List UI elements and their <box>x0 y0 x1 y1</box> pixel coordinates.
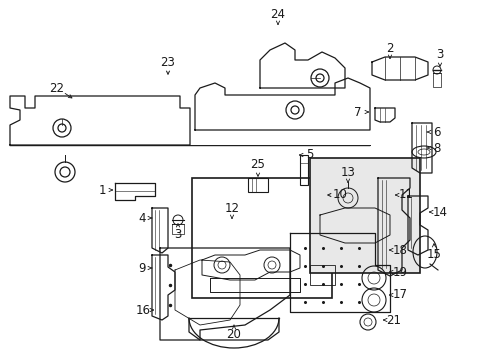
Text: 19: 19 <box>392 266 407 279</box>
Text: 6: 6 <box>432 126 440 139</box>
Bar <box>309 158 419 273</box>
Text: 8: 8 <box>432 141 440 154</box>
Text: 3: 3 <box>435 49 443 62</box>
Text: 24: 24 <box>270 8 285 21</box>
Text: 16: 16 <box>135 303 150 316</box>
Bar <box>247 178 267 192</box>
Text: 9: 9 <box>138 261 145 274</box>
Text: 21: 21 <box>386 314 401 327</box>
Text: 11: 11 <box>398 189 413 202</box>
Bar <box>299 155 307 185</box>
Text: 7: 7 <box>353 105 361 118</box>
Text: 20: 20 <box>226 328 241 342</box>
Text: 22: 22 <box>49 81 64 94</box>
Text: 25: 25 <box>250 158 265 171</box>
Text: 23: 23 <box>160 55 175 68</box>
Text: 17: 17 <box>392 288 407 302</box>
Text: 12: 12 <box>224 202 239 215</box>
Text: 2: 2 <box>386 41 393 54</box>
Bar <box>309 265 334 285</box>
Text: 14: 14 <box>431 206 447 219</box>
Text: 13: 13 <box>340 166 355 179</box>
Text: 18: 18 <box>392 243 407 256</box>
Text: 15: 15 <box>426 248 441 261</box>
Text: 1: 1 <box>98 184 105 197</box>
Text: 4: 4 <box>138 211 145 225</box>
Text: 5: 5 <box>305 148 313 162</box>
Text: 10: 10 <box>332 189 347 202</box>
Text: 3: 3 <box>174 229 182 242</box>
Bar <box>192 178 331 298</box>
